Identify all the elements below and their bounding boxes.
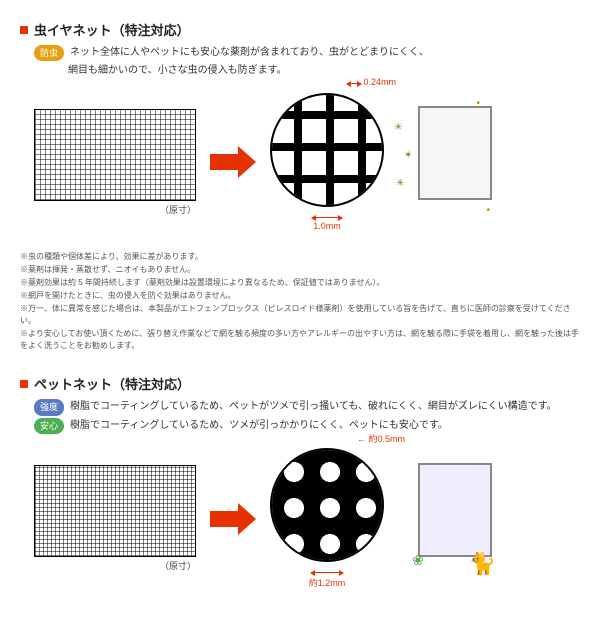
- pill-safe: 安心: [34, 418, 64, 434]
- tagline-pet-net: 強度 樹脂でコーティングしているため、ペットがツメで引っ掻いても、破れにくく、網…: [34, 399, 580, 434]
- tagline-bug-net: 防虫 ネット全体に人やペットにも安心な薬剤が含まれており、虫がとどまりにくく、 …: [34, 45, 580, 79]
- diagram-bug-net: （原寸） 0.24mm 1.0mm ✳ ✶ ✳ • •: [34, 93, 580, 231]
- bug-icon: •: [486, 205, 490, 216]
- note: ※万一、体に異常を感じた場合は、本製品がエトフェンプロックス（ピレスロイド様薬剤…: [20, 303, 580, 327]
- illust-window-cat: ❀ 🐈: [398, 459, 498, 579]
- dim-thickness: 0.24mm: [347, 77, 396, 87]
- heading-text: ペットネット（特注対応）: [34, 374, 190, 393]
- mesh-sample: （原寸）: [34, 109, 196, 216]
- zoom-detail: ← 約0.5mm 約1.2mm: [270, 448, 384, 589]
- footnotes: ※虫の種類や個体差により、効果に差があります。 ※薬剤は揮発・蒸散せず、ニオイも…: [20, 251, 580, 352]
- dim-thickness: ← 約0.5mm: [357, 432, 405, 445]
- illust-window-bugs: ✳ ✶ ✳ • •: [398, 102, 498, 222]
- bug-icon: ✳: [394, 122, 402, 133]
- heading-marker: [20, 380, 28, 388]
- bug-icon: ✳: [396, 178, 404, 189]
- mesh-rect: [34, 465, 196, 557]
- arrow-icon: [210, 503, 256, 535]
- note: ※網戸を開けたときに、虫の侵入を防ぐ効果はありません。: [20, 290, 580, 302]
- section-pet-net: ペットネット（特注対応） 強度 樹脂でコーティングしているため、ペットがツメで引…: [20, 374, 580, 589]
- note: ※虫の種類や個体差により、効果に差があります。: [20, 251, 580, 263]
- dim-pitch: 約1.2mm: [270, 566, 384, 589]
- arrow-icon: [210, 146, 256, 178]
- pill-insect: 防虫: [34, 45, 64, 61]
- heading-text: 虫イヤネット（特注対応）: [34, 20, 190, 39]
- dim-pitch: 1.0mm: [270, 211, 384, 231]
- cat-icon: 🐈: [469, 551, 496, 577]
- desc-line-2: 網目も細かいので、小さな虫の侵入も防ぎます。: [68, 63, 287, 79]
- zoom-detail: 0.24mm 1.0mm: [270, 93, 384, 231]
- note: ※薬剤は揮発・蒸散せず、ニオイもありません。: [20, 264, 580, 276]
- mesh-rect: [34, 109, 196, 201]
- pill-strength: 強度: [34, 399, 64, 415]
- note: ※薬剤効果は約 5 年間持続します（薬剤効果は設置環境により異なるため、保証値で…: [20, 277, 580, 289]
- desc-line-1: ネット全体に人やペットにも安心な薬剤が含まれており、虫がとどまりにくく、: [70, 45, 429, 61]
- bug-icon: ✶: [404, 150, 412, 161]
- bug-icon: •: [476, 98, 480, 109]
- section-bug-net: 虫イヤネット（特注対応） 防虫 ネット全体に人やペットにも安心な薬剤が含まれてお…: [20, 20, 580, 231]
- zoom-circle: [270, 448, 384, 562]
- heading-bug-net: 虫イヤネット（特注対応）: [20, 20, 580, 39]
- diagram-pet-net: （原寸） ← 約0.5mm 約1.2mm ❀ 🐈: [34, 448, 580, 589]
- mesh-sample: （原寸）: [34, 465, 196, 572]
- mesh-caption: （原寸）: [34, 559, 196, 572]
- desc-line-1: 樹脂でコーティングしているため、ペットがツメで引っ掻いても、破れにくく、網目がズ…: [70, 399, 557, 415]
- plant-icon: ❀: [412, 552, 424, 569]
- heading-marker: [20, 26, 28, 34]
- mesh-caption: （原寸）: [34, 203, 196, 216]
- heading-pet-net: ペットネット（特注対応）: [20, 374, 580, 393]
- note: ※より安心してお使い頂くために、張り替え作業などで網を触る頻度の多い方やアレルギ…: [20, 328, 580, 352]
- zoom-circle: [270, 93, 384, 207]
